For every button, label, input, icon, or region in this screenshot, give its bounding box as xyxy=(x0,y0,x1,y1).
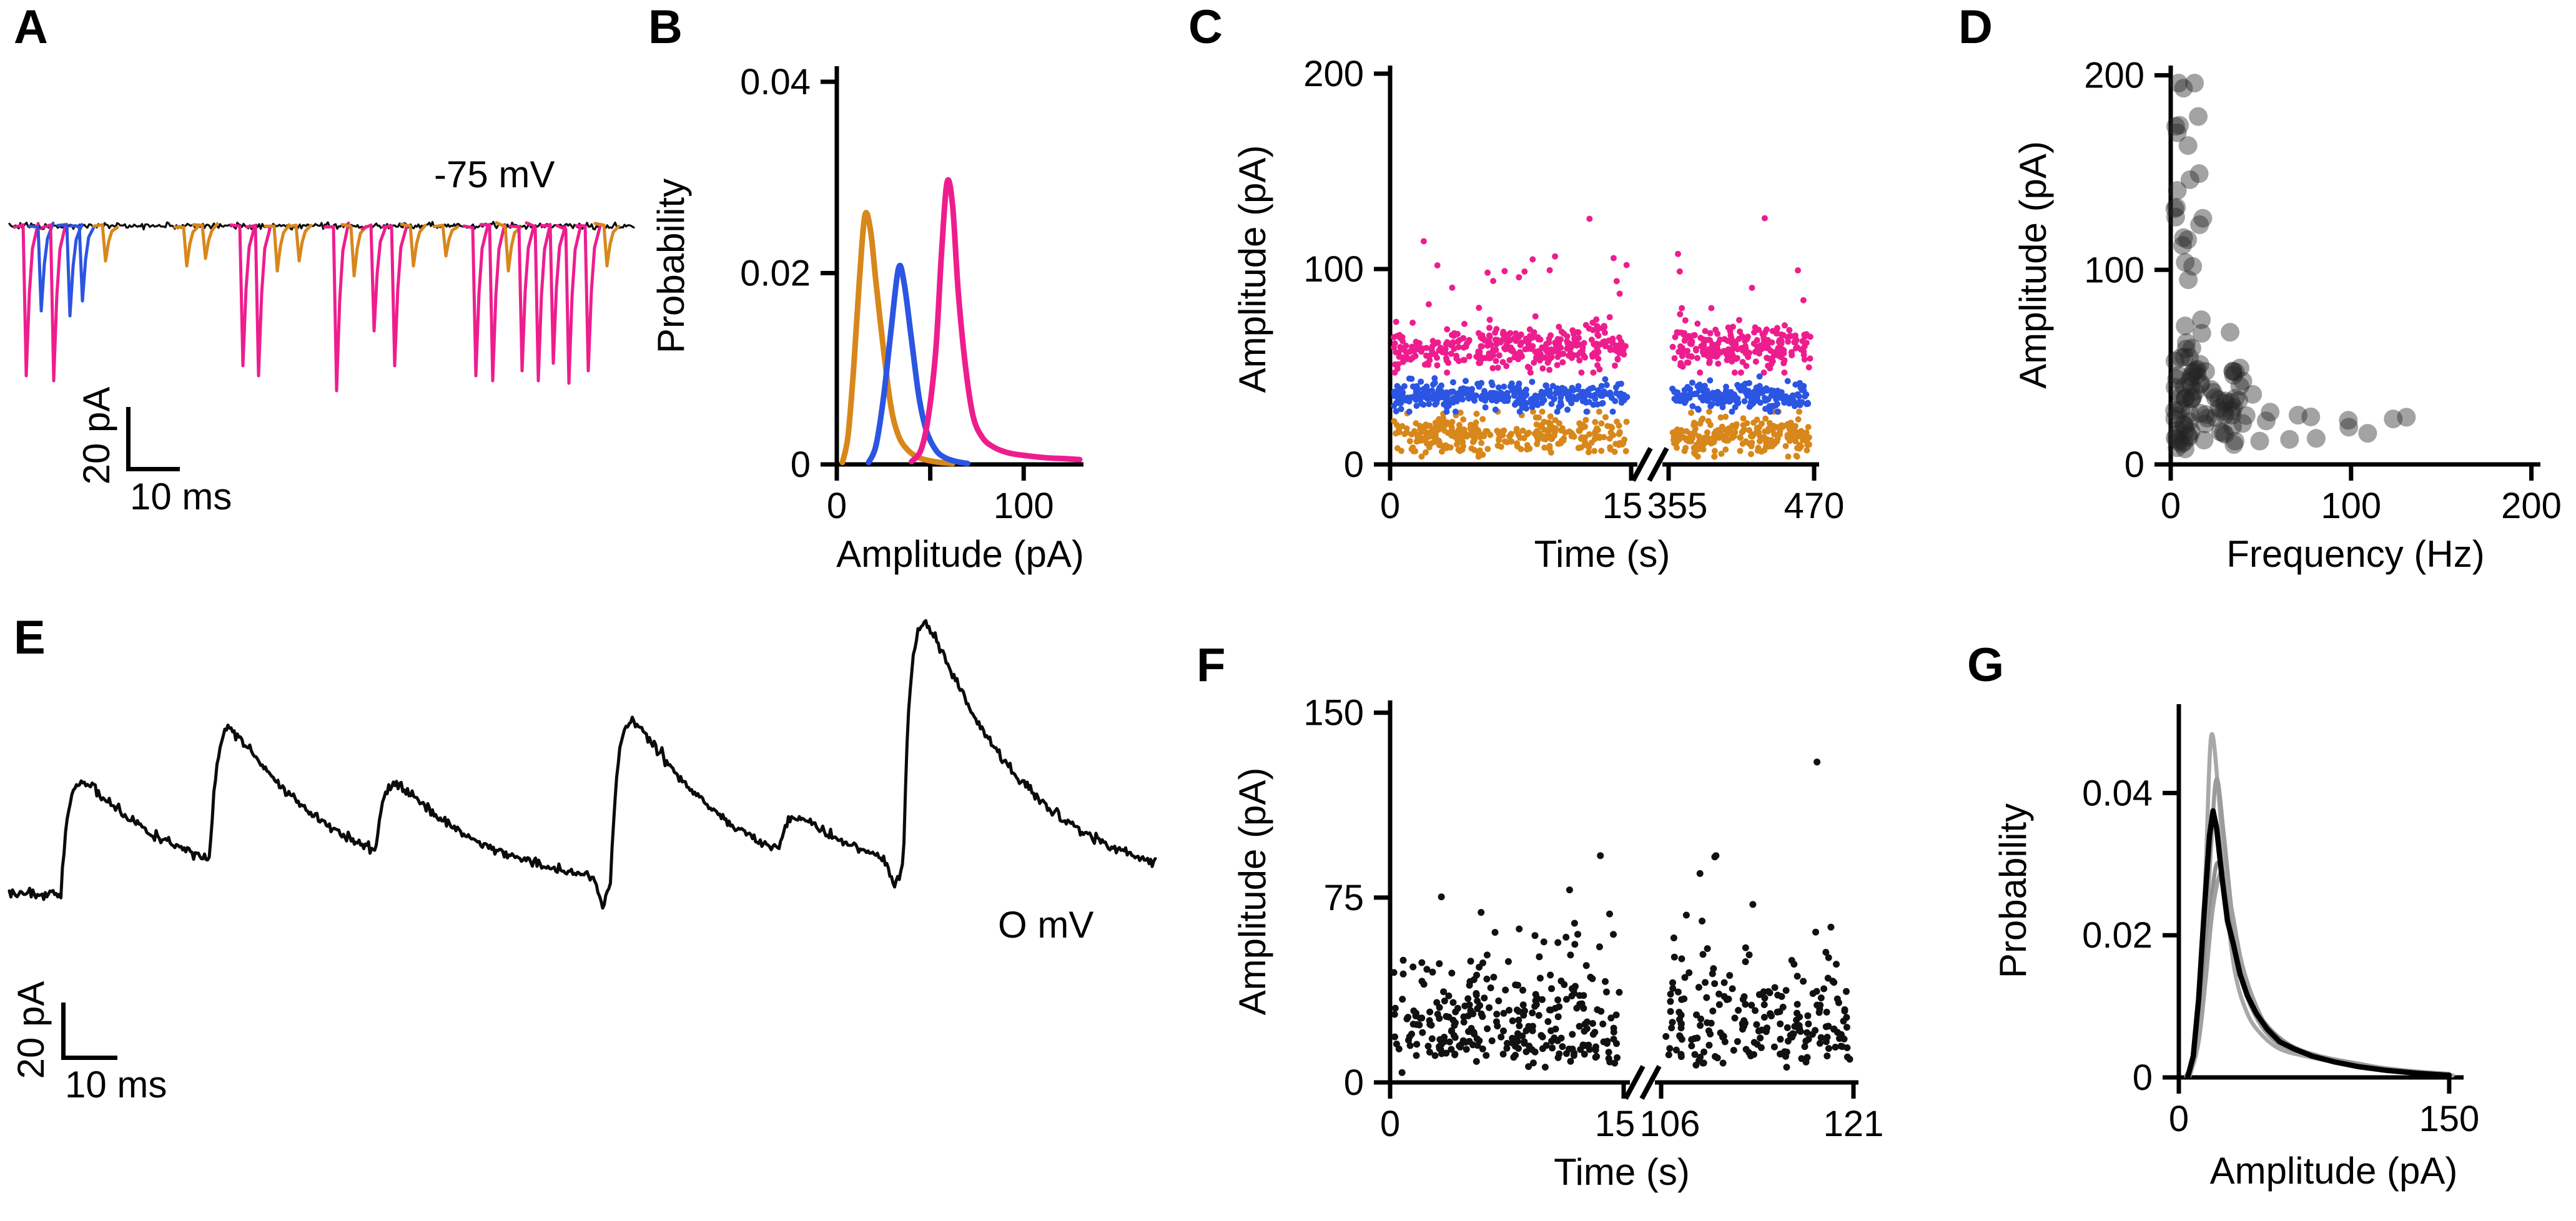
svg-text:0: 0 xyxy=(1344,1062,1364,1103)
svg-text:0.04: 0.04 xyxy=(740,62,811,102)
panel-label-e: E xyxy=(14,611,46,664)
panel-a-current-trace-plot xyxy=(8,220,635,393)
scalebar-horizontal-label-e: 10 ms xyxy=(65,1064,167,1106)
svg-text:121: 121 xyxy=(1823,1104,1884,1144)
svg-text:470: 470 xyxy=(1784,486,1845,526)
svg-text:0: 0 xyxy=(2124,444,2144,485)
svg-text:0: 0 xyxy=(1344,444,1364,485)
svg-text:75: 75 xyxy=(1323,878,1364,918)
svg-text:200: 200 xyxy=(1303,54,1364,94)
scalebar-horizontal-label-a: 10 ms xyxy=(130,476,232,517)
svg-text:0.02: 0.02 xyxy=(740,253,811,293)
svg-text:Time (s): Time (s) xyxy=(1554,1151,1690,1193)
svg-text:15: 15 xyxy=(1602,486,1643,526)
svg-text:100: 100 xyxy=(2084,250,2144,290)
svg-text:0: 0 xyxy=(791,444,811,485)
svg-text:106: 106 xyxy=(1640,1104,1700,1144)
svg-text:100: 100 xyxy=(994,486,1054,526)
panel-d-amplitude-vs-frequency-scatter: 0 100 200 0 100 200 Frequency (Hz) Amplitude (p… xyxy=(2012,56,2562,575)
svg-text:100: 100 xyxy=(2321,486,2381,526)
svg-text:Amplitude (pA): Amplitude (pA) xyxy=(2012,141,2054,389)
svg-text:0: 0 xyxy=(827,486,847,526)
svg-text:0.04: 0.04 xyxy=(2082,773,2153,813)
panel-c-amplitude-vs-time-scatter: 0 100 200 0 15 355 470 Time (s) Amplitude (pA) xyxy=(1231,54,1844,575)
svg-text:Amplitude (pA): Amplitude (pA) xyxy=(1231,145,1273,393)
svg-text:0.02: 0.02 xyxy=(2082,915,2153,956)
svg-text:Amplitude (pA): Amplitude (pA) xyxy=(836,533,1084,575)
svg-text:Amplitude (pA): Amplitude (pA) xyxy=(1231,768,1273,1016)
scalebar-horizontal-e xyxy=(61,1056,117,1060)
panel-label-d: D xyxy=(1958,1,1993,54)
svg-text:200: 200 xyxy=(2084,56,2144,96)
svg-text:0: 0 xyxy=(1380,1104,1400,1144)
holding-potential-label-e: O mV xyxy=(998,904,1094,946)
scalebar-vertical-label-a: 20 pA xyxy=(76,386,117,485)
svg-text:Frequency (Hz): Frequency (Hz) xyxy=(2226,533,2484,575)
scalebar-vertical-a xyxy=(126,407,131,469)
panel-label-c: C xyxy=(1188,1,1223,54)
scalebar-horizontal-a xyxy=(126,467,180,471)
svg-text:Time (s): Time (s) xyxy=(1534,533,1670,575)
svg-text:Probability: Probability xyxy=(650,179,692,353)
holding-potential-label-a: -75 mV xyxy=(434,154,555,195)
svg-text:15: 15 xyxy=(1595,1104,1636,1144)
svg-text:150: 150 xyxy=(1303,693,1364,733)
svg-text:Probability: Probability xyxy=(1992,803,2034,978)
scalebar-vertical-e xyxy=(61,1003,66,1060)
panel-label-b: B xyxy=(648,1,683,54)
panel-label-a: A xyxy=(14,1,48,54)
svg-text:0: 0 xyxy=(2161,486,2181,526)
panel-g-amplitude-probability-plot: 0 0.02 0.04 0 150 Amplitude (pA) Probability xyxy=(1992,704,2479,1192)
panel-label-f: F xyxy=(1197,639,1226,692)
panel-e-current-trace-plot xyxy=(7,619,1157,910)
svg-text:0: 0 xyxy=(2169,1099,2189,1139)
svg-text:0: 0 xyxy=(2133,1057,2153,1098)
svg-text:Amplitude (pA): Amplitude (pA) xyxy=(2210,1150,2458,1192)
svg-text:0: 0 xyxy=(1380,486,1400,526)
panel-label-g: G xyxy=(1967,639,2005,692)
panel-f-amplitude-vs-time-scatter: 0 75 150 0 15 106 121 Time (s) Amplitude (pA) xyxy=(1231,693,1883,1193)
svg-text:355: 355 xyxy=(1647,486,1708,526)
svg-text:100: 100 xyxy=(1303,249,1364,290)
svg-text:150: 150 xyxy=(2419,1099,2480,1139)
scalebar-vertical-label-e: 20 pA xyxy=(10,981,52,1079)
panel-b-amplitude-probability-plot: 0 0.02 0.04 0 100 Amplitude (pA) Probability xyxy=(650,62,1084,575)
svg-text:200: 200 xyxy=(2501,486,2562,526)
